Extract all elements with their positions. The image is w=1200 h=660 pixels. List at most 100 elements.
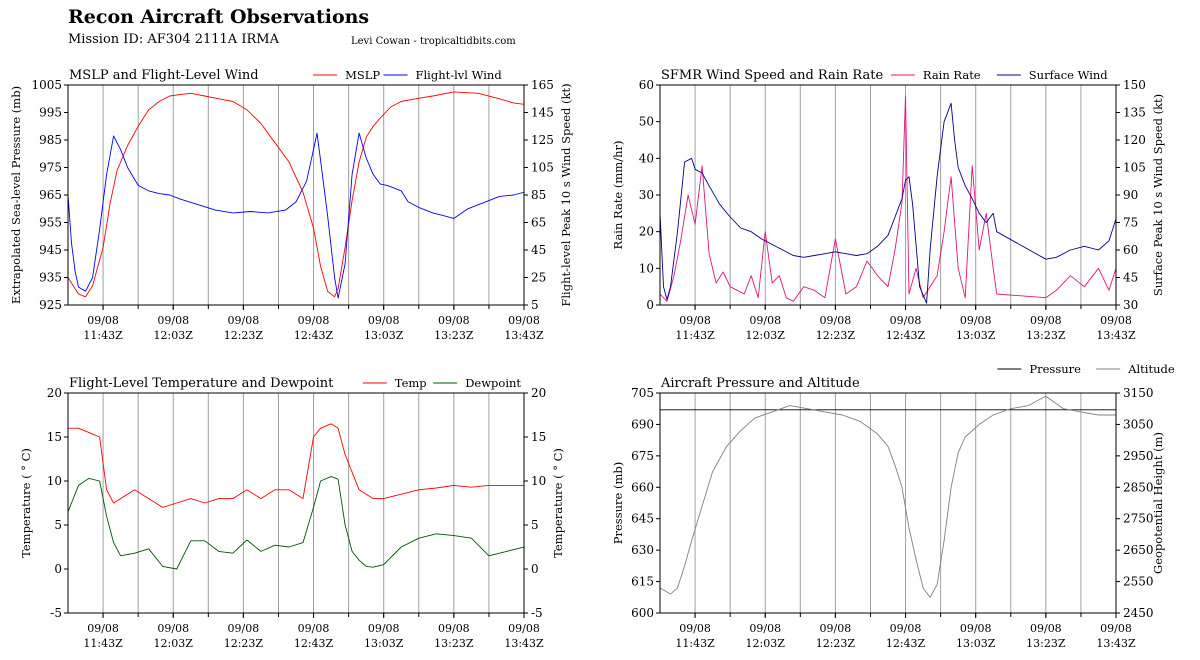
y2-tick-label: 75 [1123,216,1138,230]
y-tick-label: 945 [39,243,62,257]
x-tick-date: 09/08 [679,622,711,635]
y-tick-label: 40 [639,151,654,165]
y-tick-label: 15 [47,430,62,444]
y2-tick-label: 45 [1123,271,1138,285]
y-tick-label: 10 [639,261,654,275]
plot-frame [67,392,525,614]
y2-tick-label: 120 [1123,133,1146,147]
x-tick-time: 12:03Z [746,637,786,650]
x-tick-time: 13:23Z [434,637,474,650]
x-tick-date: 09/08 [368,314,400,327]
x-tick-time: 12:03Z [154,637,194,650]
y2-tick-label: 20 [531,386,546,400]
x-tick-time: 12:23Z [816,329,856,342]
y-tick-label: 630 [631,543,654,557]
x-tick-date: 09/08 [228,622,260,635]
y2-tick-label: 45 [531,243,546,257]
x-tick-time: 13:23Z [434,329,474,342]
x-tick-time: 12:23Z [816,637,856,650]
x-tick-time: 11:43Z [675,637,715,650]
y-tick-label: 955 [39,216,62,230]
x-tick-date: 09/08 [1100,314,1132,327]
y-tick-label: 645 [631,512,654,526]
x-tick-time: 12:43Z [886,329,926,342]
y-tick-label: 20 [639,225,654,239]
y2-tick-label: 5 [531,518,539,532]
legend-label: Surface Wind [1029,68,1108,82]
y-tick-label: 60 [639,78,654,92]
x-tick-date: 09/08 [228,314,260,327]
y-tick-label: 935 [39,271,62,285]
y2-tick-label: 90 [1123,188,1138,202]
y2-tick-label: 105 [1123,161,1146,175]
x-tick-date: 09/08 [749,622,781,635]
y2-tick-label: 105 [531,161,554,175]
legend-label: Pressure [1029,362,1081,376]
panel-alt: 600 615 630 645 660 675 690 705 2450 2550 2650 2750… [611,362,1175,650]
x-tick-date: 09/08 [368,622,400,635]
y-axis-label: Extrapolated Sea-level Pressure (mb) [9,86,23,304]
y2-tick-label: 3150 [1123,386,1154,400]
y2-axis-label: Flight-level Peak 10 s Wind Speed (kt) [559,83,573,306]
legend-label: Temp [395,376,427,390]
page-title: Recon Aircraft Observations [68,6,370,28]
series-line-temp-1 [68,476,524,570]
legend-label: MSLP [345,68,380,82]
y2-tick-label: 2450 [1123,606,1154,620]
x-tick-time: 12:43Z [294,329,334,342]
y-tick-label: 995 [39,106,62,120]
x-tick-time: 13:43Z [504,637,544,650]
y2-tick-label: 125 [531,133,554,147]
x-tick-time: 12:03Z [154,329,194,342]
y2-tick-label: 165 [531,78,554,92]
x-tick-time: 12:23Z [224,329,264,342]
x-tick-date: 09/08 [298,622,330,635]
y-tick-label: 615 [631,575,654,589]
y2-tick-label: 0 [531,562,539,576]
legend: Dewpoint Temp [362,376,521,390]
y2-tick-label: 5 [531,298,539,312]
y-tick-label: 0 [54,562,62,576]
y-tick-label: 1005 [31,78,62,92]
x-tick-time: 13:03Z [956,329,996,342]
mission-id: Mission ID: AF304 2111A IRMA [68,32,279,47]
x-tick-time: 11:43Z [675,329,715,342]
chart-title: Flight-Level Temperature and Dewpoint [69,376,334,391]
y-tick-label: 50 [639,115,654,129]
x-tick-time: 13:43Z [1096,329,1136,342]
x-tick-date: 09/08 [1030,314,1062,327]
series-line-mslp-0 [68,91,524,298]
y-axis-label: Rain Rate (mm/hr) [611,141,625,250]
series-line-mslp-1 [68,132,524,299]
plot-frame [659,392,1117,614]
x-tick-time: 13:43Z [504,329,544,342]
series-line-sfmr-0 [660,95,1116,302]
legend-label: Flight-lvl Wind [416,68,503,82]
y2-tick-label: 135 [1123,106,1146,120]
y-tick-label: 975 [39,161,62,175]
legend: Flight-lvl Wind MSLP [313,68,502,82]
chart-title: SFMR Wind Speed and Rain Rate [661,68,883,83]
y2-tick-label: 3050 [1123,417,1154,431]
legend: Surface Wind Rain Rate [890,68,1108,82]
x-tick-date: 09/08 [438,314,470,327]
y-tick-label: 660 [631,480,654,494]
x-tick-time: 13:23Z [1026,329,1066,342]
y2-tick-label: 2750 [1123,512,1154,526]
y-axis-label: Temperature ( ° C) [19,448,33,558]
x-tick-time: 11:43Z [83,329,123,342]
plot-frame [67,84,525,306]
x-tick-time: 13:23Z [1026,637,1066,650]
legend-label: Rain Rate [923,68,981,82]
y2-tick-label: 150 [1123,78,1146,92]
panel-mslp: 9259359459559659759859951005525456585105… [9,68,573,342]
x-tick-time: 13:03Z [956,637,996,650]
x-tick-date: 09/08 [298,314,330,327]
x-tick-date: 09/08 [87,314,119,327]
y-tick-label: 600 [631,606,654,620]
chart-title: MSLP and Flight-Level Wind [69,68,259,83]
x-tick-date: 09/08 [157,622,189,635]
x-tick-time: 12:43Z [886,637,926,650]
y-tick-label: 675 [631,449,654,463]
